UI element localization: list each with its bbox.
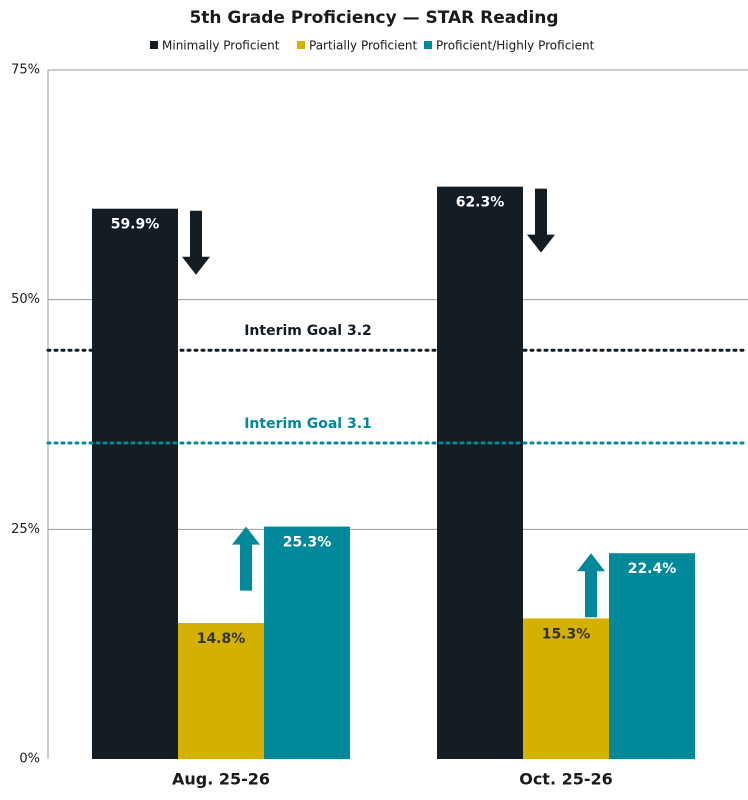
bar [92, 208, 178, 759]
value-label: 25.3% [283, 535, 332, 551]
chart-title: 5th Grade Proficiency — STAR Reading [189, 8, 558, 28]
value-label: 22.4% [628, 561, 677, 577]
bar [178, 623, 264, 759]
arrow-up [577, 553, 605, 618]
legend-label: Partially Proficient [309, 39, 417, 53]
bar [264, 526, 350, 759]
legend-swatch [297, 41, 305, 49]
y-tick-label: 50% [11, 292, 40, 307]
legend-swatch [150, 41, 158, 49]
value-label: 15.3% [542, 626, 591, 642]
x-tick-label: Oct. 25-26 [519, 770, 613, 789]
reference-label: Interim Goal 3.1 [244, 416, 372, 432]
arrow-down [182, 210, 210, 275]
y-tick-label: 75% [11, 63, 40, 78]
value-label: 62.3% [456, 195, 505, 211]
bar [437, 186, 523, 760]
y-tick-label: 25% [11, 522, 40, 537]
bar [523, 618, 609, 759]
reference-label: Interim Goal 3.2 [244, 323, 372, 339]
bar [609, 553, 695, 759]
value-label: 14.8% [197, 631, 246, 647]
x-tick-label: Aug. 25-26 [172, 770, 270, 789]
arrow-up [232, 526, 260, 591]
legend-label: Proficient/Highly Proficient [436, 39, 595, 53]
value-label: 59.9% [111, 217, 160, 233]
arrow-down [527, 188, 555, 253]
legend-label: Minimally Proficient [162, 39, 280, 53]
legend-swatch [424, 41, 432, 49]
y-tick-label: 0% [19, 752, 40, 767]
